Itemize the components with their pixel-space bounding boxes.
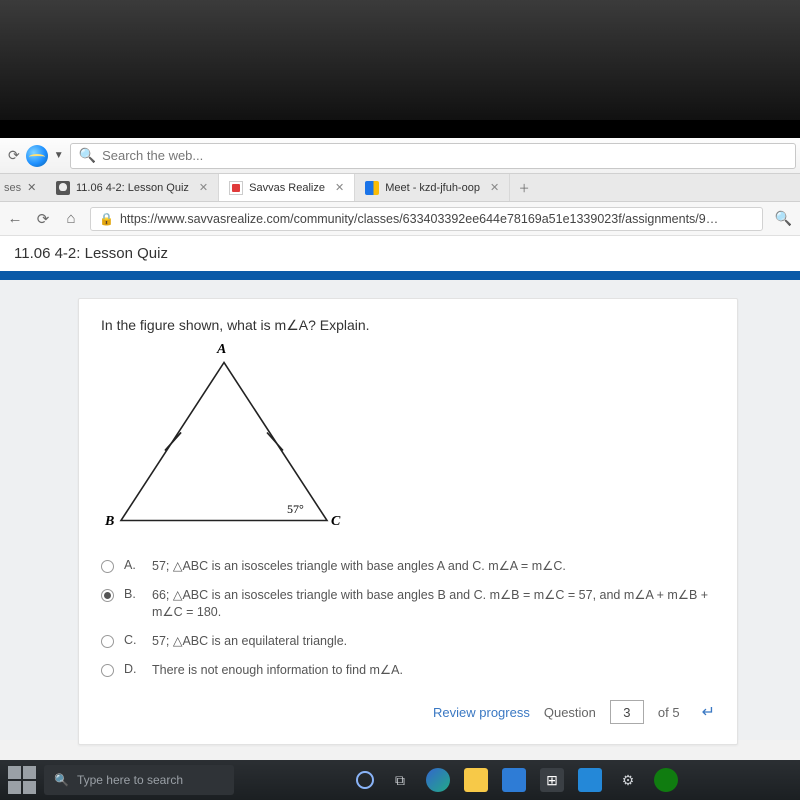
home-button[interactable]: ⌂ xyxy=(62,210,80,227)
question-total: of 5 xyxy=(658,705,680,720)
start-button[interactable] xyxy=(8,766,36,794)
question-prompt: In the figure shown, what is m∠A? Explai… xyxy=(101,317,715,334)
taskbar-search[interactable]: 🔍 Type here to search xyxy=(44,765,234,795)
chevron-down-icon[interactable]: ▼ xyxy=(54,150,64,161)
close-icon[interactable]: ✕ xyxy=(490,181,499,194)
web-search-input[interactable]: 🔍 Search the web... xyxy=(70,143,796,169)
answer-choices: A. 57; △ABC is an isosceles triangle wit… xyxy=(101,552,715,684)
laptop-bezel xyxy=(0,120,800,138)
tab-meet[interactable]: Meet - kzd-jfuh-oop ✕ xyxy=(355,174,510,201)
choice-c[interactable]: C. 57; △ABC is an equilateral triangle. xyxy=(101,627,715,656)
page-title: 11.06 4-2: Lesson Quiz xyxy=(14,245,168,262)
task-view-icon[interactable]: ⧉ xyxy=(388,768,412,792)
url-text: https://www.savvasrealize.com/community/… xyxy=(120,212,718,226)
reload-button[interactable]: ⟳ xyxy=(34,210,52,228)
page-title-bar: 11.06 4-2: Lesson Quiz xyxy=(0,236,800,274)
radio-icon[interactable] xyxy=(101,589,114,602)
angle-c-label: 57° xyxy=(287,502,304,517)
search-icon: 🔍 xyxy=(54,773,69,787)
review-progress-link[interactable]: Review progress xyxy=(433,705,530,720)
tab-fragment: ses✕ xyxy=(0,174,46,201)
url-input[interactable]: 🔒 https://www.savvasrealize.com/communit… xyxy=(90,207,763,231)
choice-d[interactable]: D. There is not enough information to fi… xyxy=(101,656,715,685)
ie-icon[interactable] xyxy=(26,145,48,167)
radio-icon[interactable] xyxy=(101,635,114,648)
close-icon[interactable]: ✕ xyxy=(335,181,344,194)
tab-savvas-realize[interactable]: Savvas Realize ✕ xyxy=(219,174,355,201)
settings-icon[interactable]: ⚙ xyxy=(616,768,640,792)
vertex-b-label: B xyxy=(105,514,114,530)
choice-text: 57; △ABC is an isosceles triangle with b… xyxy=(152,558,566,575)
photo-background xyxy=(0,0,800,120)
triangle-shape xyxy=(121,363,327,521)
browser-top-search-row: ⟳ ▼ 🔍 Search the web... xyxy=(0,138,800,174)
choice-text: 57; △ABC is an equilateral triangle. xyxy=(152,633,347,650)
savvas-icon xyxy=(229,181,243,195)
radio-icon[interactable] xyxy=(101,664,114,677)
choice-a[interactable]: A. 57; △ABC is an isosceles triangle wit… xyxy=(101,552,715,581)
new-tab-button[interactable]: ＋ xyxy=(510,174,538,201)
card-footer: Review progress Question 3 of 5 ↵ xyxy=(101,700,715,724)
content-canvas: In the figure shown, what is m∠A? Explai… xyxy=(0,280,800,740)
choice-b[interactable]: B. 66; △ABC is an isosceles triangle wit… xyxy=(101,581,715,627)
return-icon[interactable]: ↵ xyxy=(702,702,715,722)
tab-lesson-quiz[interactable]: 11.06 4-2: Lesson Quiz ✕ xyxy=(46,174,219,201)
back-button[interactable]: ← xyxy=(6,210,24,227)
tab-strip: ses✕ 11.06 4-2: Lesson Quiz ✕ Savvas Rea… xyxy=(0,174,800,202)
choice-letter: C. xyxy=(124,633,142,647)
screen: ⟳ ▼ 🔍 Search the web... ses✕ 11.06 4-2: … xyxy=(0,138,800,800)
refresh-icon[interactable]: ⟳ xyxy=(8,147,20,164)
close-icon[interactable]: ✕ xyxy=(199,181,208,194)
choice-text: There is not enough information to find … xyxy=(152,662,403,679)
vertex-c-label: C xyxy=(331,514,340,530)
question-label: Question xyxy=(544,705,596,720)
choice-letter: B. xyxy=(124,587,142,601)
address-bar-row: ← ⟳ ⌂ 🔒 https://www.savvasrealize.com/co… xyxy=(0,202,800,236)
zoom-icon[interactable]: 🔍 xyxy=(773,210,794,227)
search-placeholder: Search the web... xyxy=(102,148,203,163)
person-icon xyxy=(56,181,70,195)
taskbar-apps: ⧉ ⊞ ⚙ xyxy=(242,768,792,792)
vertex-a-label: A xyxy=(217,342,226,358)
choice-text: 66; △ABC is an isosceles triangle with b… xyxy=(152,587,715,621)
tick-ab xyxy=(165,433,181,451)
choice-letter: D. xyxy=(124,662,142,676)
radio-icon[interactable] xyxy=(101,560,114,573)
question-number-box: 3 xyxy=(610,700,644,724)
meet-icon xyxy=(365,181,379,195)
edge-icon[interactable] xyxy=(426,768,450,792)
windows-taskbar: 🔍 Type here to search ⧉ ⊞ ⚙ xyxy=(0,760,800,800)
store-icon[interactable]: ⊞ xyxy=(540,768,564,792)
photos-icon[interactable] xyxy=(578,768,602,792)
folder-icon[interactable] xyxy=(464,768,488,792)
triangle-figure: A B C 57° xyxy=(109,348,339,538)
cortana-icon[interactable] xyxy=(356,771,374,789)
mail-icon[interactable] xyxy=(502,768,526,792)
question-card: In the figure shown, what is m∠A? Explai… xyxy=(78,298,738,745)
lock-icon: 🔒 xyxy=(99,212,114,226)
search-icon: 🔍 xyxy=(79,147,96,164)
tick-ac xyxy=(267,433,283,451)
choice-letter: A. xyxy=(124,558,142,572)
xbox-icon[interactable] xyxy=(654,768,678,792)
